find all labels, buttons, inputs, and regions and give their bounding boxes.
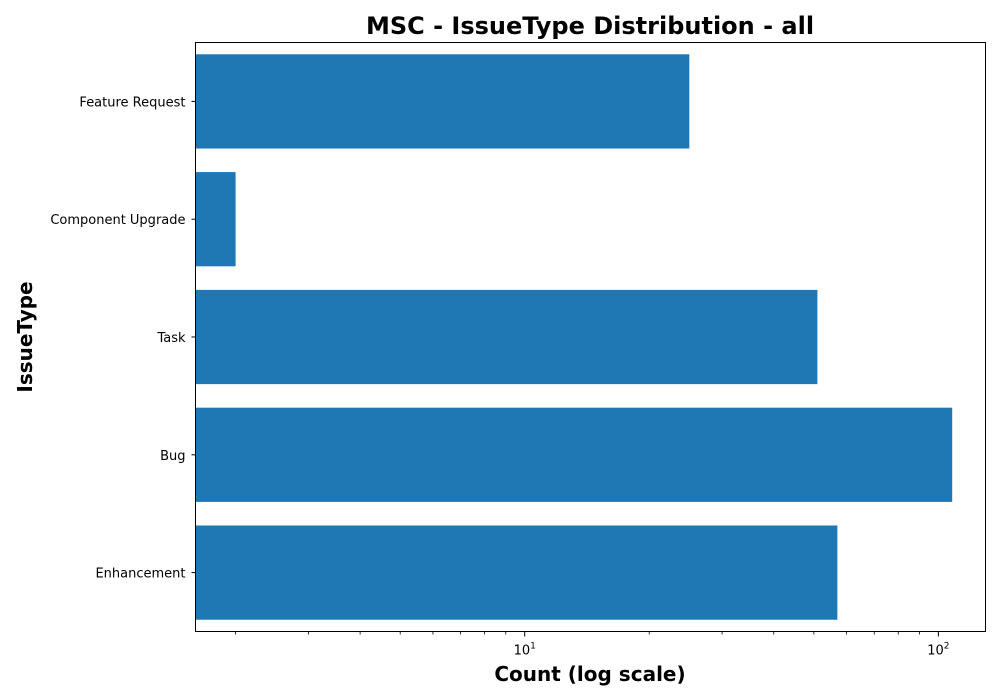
- bars-layer: [195, 54, 953, 620]
- y-tick-label: Enhancement: [95, 567, 185, 582]
- y-axis-ticks: Enhancement Bug Task Component Upgrade Featu…: [50, 95, 196, 582]
- x-axis-ticks: 101 102: [235, 631, 950, 659]
- x-axis-label: Count (log scale): [494, 662, 685, 686]
- bar-task: [195, 289, 818, 385]
- x-tick-label: 101: [514, 642, 536, 659]
- x-tick-label: 102: [927, 642, 949, 659]
- y-tick-label: Bug: [160, 449, 185, 464]
- bar-component-upgrade: [195, 172, 236, 267]
- plot-frame: [195, 42, 986, 632]
- bar-enhancement: [195, 525, 838, 620]
- y-axis-label: IssueType: [13, 281, 37, 392]
- chart-title: MSC - IssueType Distribution - all: [366, 12, 814, 40]
- y-tick-label: Feature Request: [79, 95, 185, 110]
- y-tick-label: Component Upgrade: [50, 213, 185, 228]
- bar-feature-request: [195, 54, 690, 149]
- y-tick-label: Task: [156, 331, 186, 346]
- bar-bug: [195, 407, 953, 502]
